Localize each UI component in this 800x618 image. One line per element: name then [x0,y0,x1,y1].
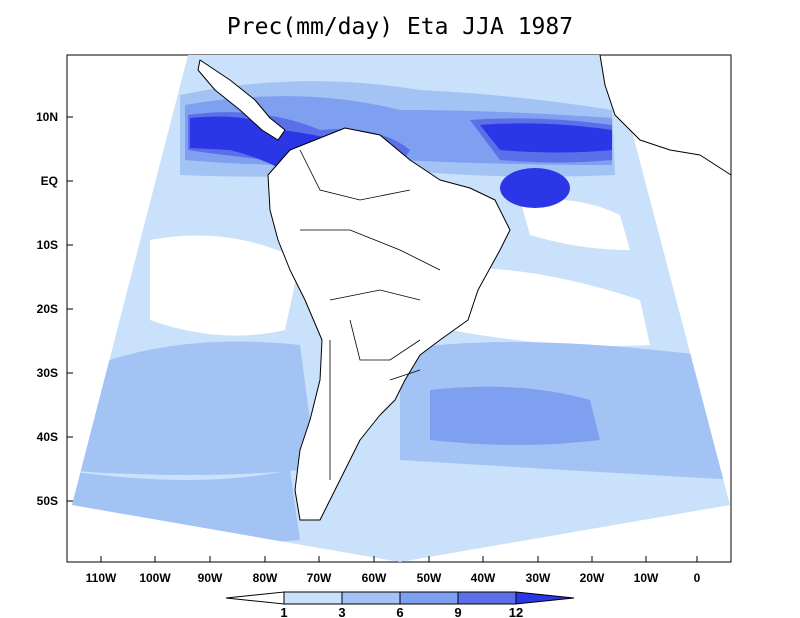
colorbar-label: 12 [509,605,523,618]
colorbar-segment-3-6 [341,591,401,605]
colorbar-segment-6-9 [399,591,459,605]
colorbar: 1 3 6 9 12 [225,591,575,618]
lon-label: 30W [526,571,551,585]
dry-patch-equatorial [520,199,630,250]
lon-label: 80W [253,571,278,585]
lat-label: 20S [37,302,58,316]
dry-patch-pacific [150,235,300,336]
lon-labels: 110W 100W 90W 80W 70W 60W 50W 40W 30W 20… [86,571,701,585]
map-title: Prec(mm/day) Eta JJA 1987 [226,14,574,40]
lon-label: 70W [307,571,332,585]
country-borders [299,149,441,480]
lat-label: 40S [37,430,58,444]
south-america-land [267,127,511,521]
lon-label: 10W [634,571,659,585]
colorbar-segment-under [225,591,285,605]
lon-label: 90W [198,571,223,585]
lat-labels: 10N EQ 10S 20S 30S 40S 50S [36,110,58,508]
precip-field [72,55,730,562]
lat-label: 10S [37,238,58,252]
axis-ticks [67,116,698,562]
colorbar-segment-over [515,591,575,605]
colorbar-label: 6 [396,605,403,618]
colorbar-label: 9 [454,605,461,618]
lon-label: 50W [417,571,442,585]
band-12plus-atlantic-cell [500,168,570,208]
lat-label: 10N [36,110,58,124]
lon-label: 40W [471,571,496,585]
lat-label: EQ [41,174,58,188]
band-3-6-southwest [72,341,310,475]
colorbar-segment-9-12 [457,591,517,605]
lat-label: 30S [37,366,58,380]
colorbar-label: 1 [280,605,287,618]
lon-label: 110W [86,571,117,585]
lon-label: 60W [362,571,387,585]
lon-label: 100W [139,571,171,585]
band-6-9-southatlantic [430,386,600,445]
band-12plus-itcz [480,123,612,153]
lon-label: 0 [694,571,701,585]
dry-patch-atlantic [430,268,650,346]
central-america-land [197,59,286,141]
africa-land [599,54,732,176]
lat-label: 50S [37,494,58,508]
colorbar-segment-1-3 [283,591,343,605]
colorbar-label: 3 [338,605,345,618]
lon-label: 20W [580,571,605,585]
